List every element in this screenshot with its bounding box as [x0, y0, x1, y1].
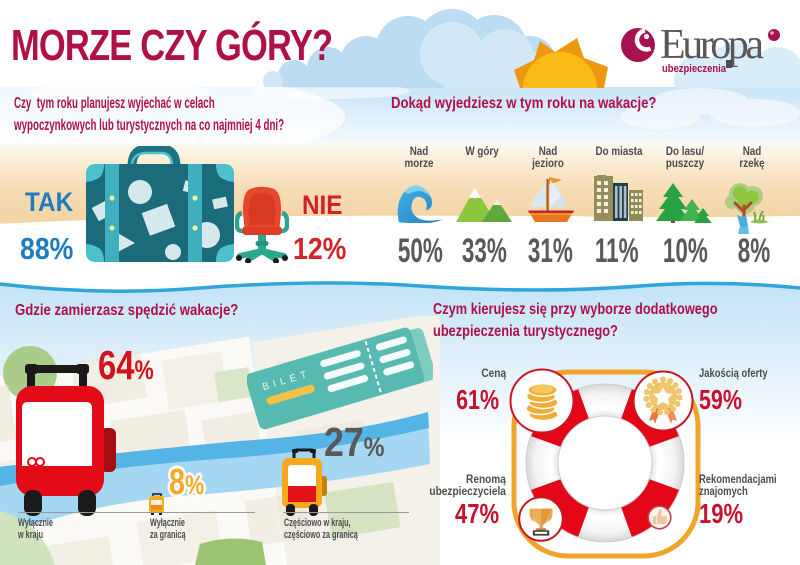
svg-text:Europa: Europa: [660, 24, 764, 68]
svg-text:ubezpieczenia: ubezpieczenia: [662, 63, 727, 75]
